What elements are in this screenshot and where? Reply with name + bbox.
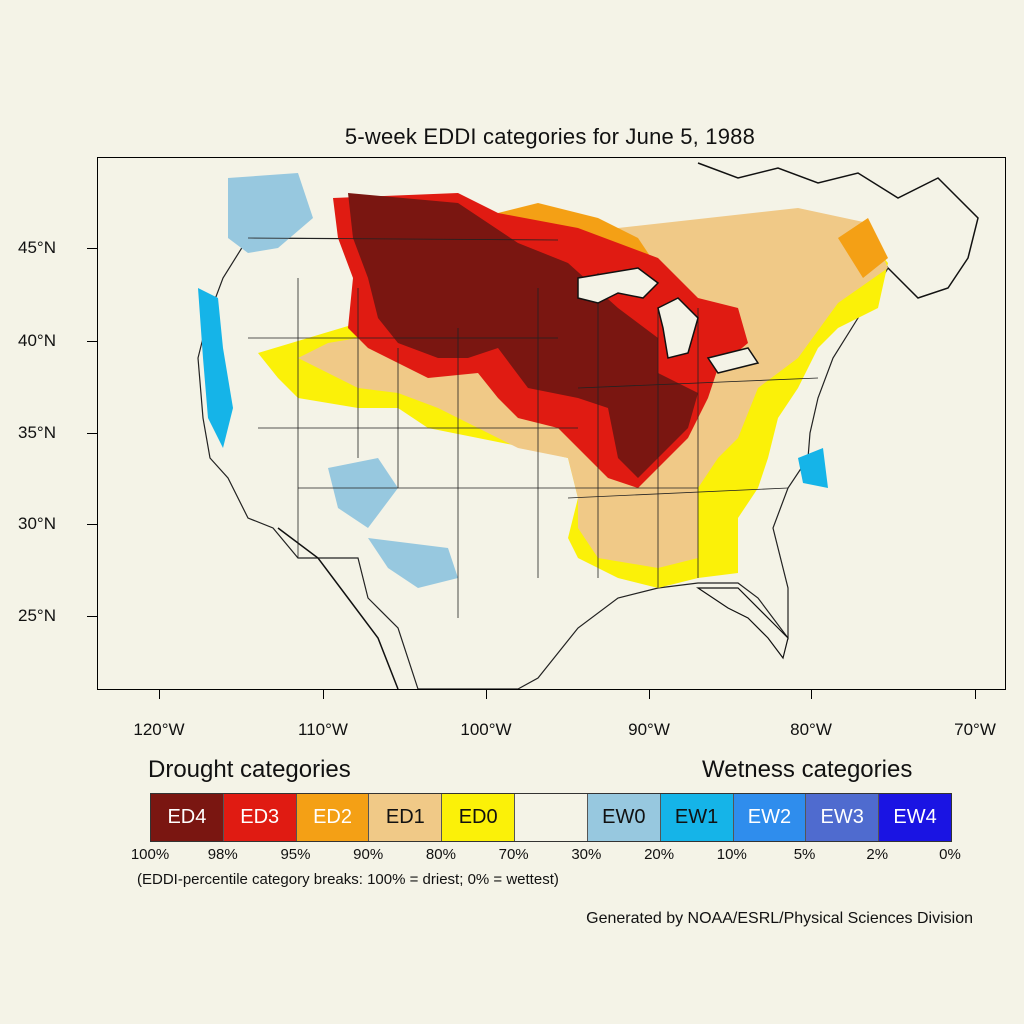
legend-swatch-ew2: EW2 (733, 794, 807, 841)
percent-break-label: 98% (207, 846, 238, 863)
legend-swatch-ew1: EW1 (660, 794, 734, 841)
percent-break-label: 70% (498, 846, 529, 863)
legend-swatch-ew0: EW0 (587, 794, 661, 841)
legend-swatch-ew3: EW3 (806, 794, 880, 841)
percent-break-label: 30% (571, 846, 602, 863)
percent-break-label: 90% (353, 846, 384, 863)
y-tick (87, 616, 97, 617)
percent-break-label: 0% (939, 846, 961, 863)
legend-swatch-ew4: EW4 (879, 794, 951, 841)
x-tick (975, 689, 976, 699)
credit-line: Generated by NOAA/ESRL/Physical Sciences… (586, 910, 973, 927)
x-axis-label: 70°W (954, 720, 996, 739)
legend-swatch-ed4: ED4 (151, 794, 224, 841)
legend-note: (EDDI-percentile category breaks: 100% =… (137, 871, 559, 888)
x-axis-label: 90°W (628, 720, 670, 739)
percent-break-label: 2% (866, 846, 889, 863)
x-tick (811, 689, 812, 699)
y-tick (87, 433, 97, 434)
y-axis-label: 30°N (18, 514, 56, 533)
x-tick (486, 689, 487, 699)
great-lakes (577, 267, 760, 374)
legend-swatch-ed2: ED2 (296, 794, 370, 841)
mexico-outline (277, 527, 399, 689)
ew0-southwest (328, 458, 398, 528)
percent-break-label: 95% (280, 846, 311, 863)
x-axis-label: 120°W (133, 720, 185, 739)
map-panel (97, 157, 1006, 690)
y-axis-label: 25°N (18, 606, 56, 625)
ed2-region-ne (838, 218, 888, 278)
y-tick (87, 524, 97, 525)
canada-coast (697, 162, 979, 299)
percent-break-label: 80% (425, 846, 456, 863)
x-axis-label: 110°W (298, 720, 348, 739)
percent-break-label: 10% (716, 846, 747, 863)
percent-break-label: 100% (130, 846, 170, 863)
percent-break-label: 20% (644, 846, 675, 863)
map-title: 5-week EDDI categories for June 5, 1988 (344, 124, 756, 149)
x-tick (323, 689, 324, 699)
y-tick (87, 248, 97, 249)
category-legend: ED4 ED3 ED2 ED1 ED0 EW0 EW1 EW2 EW3 EW4 (150, 793, 952, 842)
ew0-northwest (228, 173, 313, 253)
legend-swatch-ed1: ED1 (369, 794, 443, 841)
y-tick (87, 341, 97, 342)
ew0-mid-atlantic (798, 448, 828, 488)
y-axis-label: 35°N (18, 423, 56, 442)
wetness-heading: Wetness categories (702, 756, 913, 783)
legend-swatch-ed3: ED3 (223, 794, 297, 841)
ew1-pacific-coast (198, 288, 233, 448)
x-axis-label: 100°W (460, 720, 512, 739)
eddi-map (197, 162, 979, 689)
x-axis-label: 80°W (790, 720, 832, 739)
florida (696, 587, 789, 660)
state-boundaries (247, 237, 819, 618)
y-axis-label: 45°N (18, 238, 56, 257)
y-axis-label: 40°N (18, 331, 56, 350)
x-tick (649, 689, 650, 699)
ew0-texas (368, 538, 458, 588)
x-tick (159, 689, 160, 699)
legend-swatch-neutral (515, 794, 588, 841)
legend-swatch-ed0: ED0 (442, 794, 516, 841)
drought-heading: Drought categories (148, 756, 351, 783)
percent-break-label: 5% (793, 846, 816, 863)
ed4-region (348, 193, 698, 478)
